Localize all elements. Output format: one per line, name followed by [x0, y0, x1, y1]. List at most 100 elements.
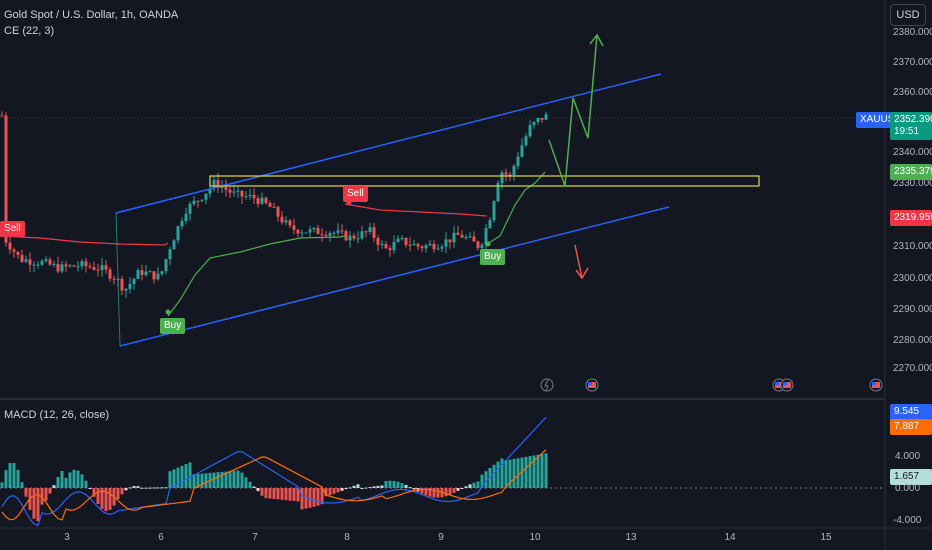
flag-icon-canton: [588, 382, 592, 385]
macd-histogram-bar: [545, 453, 548, 488]
macd-histogram-bar: [405, 485, 408, 488]
candle-body: [145, 272, 148, 275]
symbol-title[interactable]: Gold Spot / U.S. Dollar, 1h, OANDA: [4, 9, 178, 21]
price-tick: 2360.000: [893, 87, 932, 98]
macd-histogram-bar: [281, 488, 284, 500]
buy-marker-dot: [486, 242, 491, 247]
macd-histogram-bar: [217, 472, 220, 488]
candle-body: [33, 265, 36, 266]
candle-body: [385, 244, 388, 248]
candle-body: [273, 207, 276, 208]
macd-histogram-bar: [161, 487, 164, 488]
projection-up-path: [549, 35, 597, 186]
macd-histogram-bar: [465, 486, 468, 488]
candle-body: [505, 172, 508, 174]
candle-body: [189, 204, 192, 214]
macd-histogram-bar: [369, 487, 372, 488]
macd-histogram-bar: [229, 471, 232, 488]
candle-body: [1, 115, 4, 116]
macd-histogram-bar: [5, 470, 8, 488]
macd-histogram-bar: [365, 488, 368, 489]
ce-short-tag: 2319.959: [890, 210, 932, 226]
macd-histogram-bar: [145, 488, 148, 489]
candle-body: [113, 279, 116, 280]
candle-body: [257, 198, 260, 204]
macd-title[interactable]: MACD (12, 26, close): [4, 409, 109, 421]
countdown-tag: 19:51: [890, 124, 932, 140]
macd-histogram-bar: [513, 459, 516, 488]
candle-body: [349, 236, 352, 241]
macd-histogram-bar: [449, 488, 452, 495]
price-tick: 2380.000: [893, 27, 932, 38]
candle-body: [285, 220, 288, 222]
candle-body: [101, 265, 104, 270]
currency-button[interactable]: USD: [890, 4, 926, 26]
candle-body: [121, 279, 124, 291]
macd-histogram-bar: [185, 464, 188, 488]
price-tick: 2300.000: [893, 273, 932, 284]
time-label: 6: [158, 532, 164, 543]
macd-histogram-bar: [165, 487, 168, 488]
candle-body: [481, 245, 484, 248]
candle-body: [397, 239, 400, 242]
macd-histogram-bar: [445, 488, 448, 496]
macd-histogram-bar: [77, 471, 80, 488]
macd-histogram-bar: [137, 486, 140, 488]
candle-body: [277, 207, 280, 217]
time-label: 8: [344, 532, 350, 543]
candle-body: [165, 259, 168, 271]
candle-body: [97, 270, 100, 271]
candle-body: [249, 195, 252, 196]
candle-body: [473, 237, 476, 242]
sell-signal-label-left: Sell: [0, 221, 25, 237]
macd-histogram-bar: [21, 482, 24, 488]
candle-body: [313, 228, 316, 229]
candle-body: [261, 198, 264, 204]
ce-indicator-label[interactable]: CE (22, 3): [4, 25, 54, 37]
channel-lower-line: [120, 207, 669, 346]
ce-long-line-right: [487, 172, 545, 244]
candle-body: [281, 217, 284, 223]
macd-histogram-bar: [45, 488, 48, 501]
macd-histogram-bar: [121, 488, 124, 494]
candle-body: [325, 235, 328, 236]
price-tick: 2310.000: [893, 241, 932, 252]
price-tick: 2270.000: [893, 363, 932, 374]
macd-histogram-bar: [261, 488, 264, 496]
macd-histogram-bar: [9, 463, 12, 488]
macd-histogram-bar: [461, 488, 464, 489]
channel-upper-line: [116, 74, 661, 213]
candle-body: [269, 203, 272, 207]
support-zone-rect: [210, 176, 759, 186]
macd-histogram-bar: [61, 471, 64, 488]
candle-body: [241, 191, 244, 197]
candle-body: [169, 249, 172, 259]
macd-histogram-bar: [353, 486, 356, 488]
candle-body: [37, 265, 40, 266]
candle-body: [537, 118, 540, 122]
time-label: 15: [820, 532, 831, 543]
macd-histogram-bar: [537, 455, 540, 488]
macd-histogram-bar: [249, 482, 252, 488]
candle-body: [381, 244, 384, 245]
macd-histogram-bar: [273, 488, 276, 499]
candle-body: [237, 191, 240, 192]
sell-signal-label-mid: Sell: [343, 186, 368, 202]
candle-body: [341, 230, 344, 231]
candle-body: [85, 261, 88, 266]
macd-histogram-bar: [181, 466, 184, 488]
macd-histogram-bar: [33, 488, 36, 519]
candle-body: [369, 227, 372, 232]
macd-histogram-bar: [269, 488, 272, 499]
macd-histogram-bar: [525, 457, 528, 488]
candle-body: [181, 221, 184, 226]
buy-signal-label-right: Buy: [480, 249, 505, 265]
candle-body: [409, 245, 412, 246]
candle-body: [317, 228, 320, 234]
macd-histogram-bar: [453, 488, 456, 493]
time-label: 14: [724, 532, 735, 543]
macd-histogram-bar: [205, 473, 208, 488]
candle-body: [61, 264, 64, 271]
macd-histogram-bar: [293, 488, 296, 501]
